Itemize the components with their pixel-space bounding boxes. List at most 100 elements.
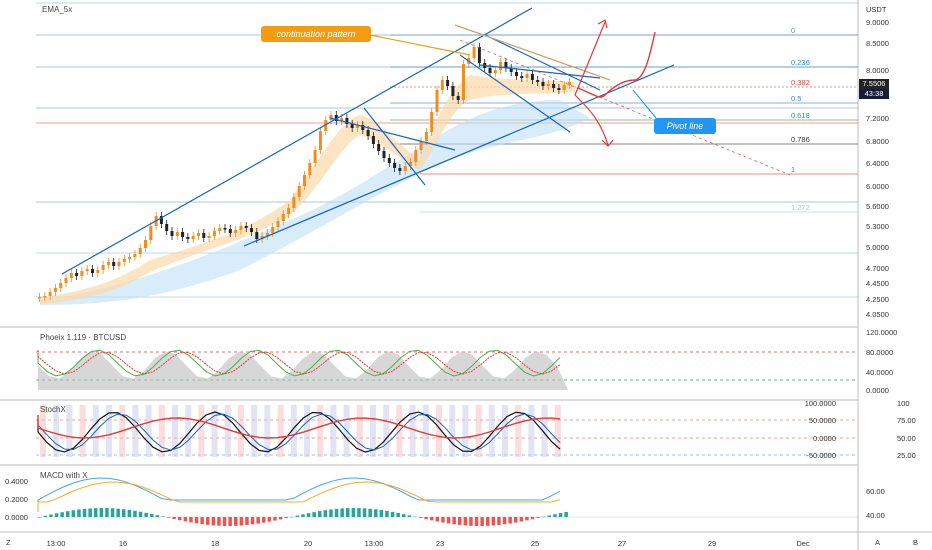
candle-body: [260, 236, 264, 239]
candle-body: [112, 262, 116, 266]
candle-body: [451, 86, 455, 96]
stoch-bg-bar: [264, 405, 271, 457]
stoch-bg-bar: [251, 405, 258, 457]
candle-body: [509, 68, 513, 72]
macd-bar: [150, 513, 154, 517]
fib-label: 0.786: [791, 135, 810, 144]
macd-bar: [329, 509, 333, 517]
candle-body: [493, 70, 497, 73]
price-tick: 5.6000: [866, 202, 889, 211]
stoch-panel: [36, 405, 858, 457]
candle-body: [69, 273, 73, 278]
pivot-line-callout: Pivot line: [654, 118, 716, 134]
candle-body: [186, 237, 190, 239]
candle-body: [138, 248, 142, 254]
price-tick: 6.4000: [866, 159, 889, 168]
candle-body: [356, 125, 359, 128]
corner-label-right[interactable]: B: [913, 538, 918, 547]
macd-bar: [463, 517, 468, 526]
candle-body: [191, 236, 195, 239]
pivot-pointer: [632, 89, 657, 119]
corner-label-left[interactable]: Z: [6, 538, 11, 547]
stoch-bg-bar: [66, 405, 73, 457]
trendline: [369, 34, 471, 56]
price-tick: 5.3000: [866, 222, 889, 231]
macd-bar: [273, 517, 277, 521]
candle-body: [106, 262, 110, 265]
stoch-tick-left: 50.0000: [809, 416, 836, 425]
candle-body: [504, 62, 508, 68]
continuation-pattern-callout: continuation pattern: [261, 26, 371, 42]
macd-bar: [267, 517, 272, 522]
macd-bar: [402, 514, 406, 517]
macd-bar: [38, 517, 42, 518]
macd-bar: [502, 517, 507, 525]
stoch-bg-bar: [330, 405, 337, 457]
candle-body: [59, 283, 63, 288]
candle-body: [546, 84, 550, 86]
macd-bar: [200, 517, 204, 525]
candle-body: [430, 112, 434, 132]
macd-bar: [54, 513, 59, 517]
macd-bar: [60, 512, 64, 517]
stoch-bg-bar: [277, 405, 284, 457]
macd-bar: [547, 515, 552, 517]
price-tick: 8.5000: [866, 39, 889, 48]
candle-body: [366, 130, 370, 136]
trendline: [329, 117, 456, 151]
macd-bar: [340, 508, 344, 517]
macd-tick-left: 0.2000: [5, 495, 28, 504]
trendline: [243, 64, 675, 247]
phoeix-tick: 0.0000: [866, 386, 889, 395]
fib-label: 0.382: [791, 78, 810, 87]
ema-label: EMA_5x: [42, 5, 72, 14]
macd-bar: [385, 510, 389, 517]
stoch-bg-bar: [554, 405, 561, 457]
phoeix-line-green: [37, 349, 561, 377]
macd-bar: [256, 517, 260, 524]
projection-curve: [577, 31, 656, 98]
candle-body: [85, 269, 89, 271]
macd-bar: [413, 516, 417, 518]
candle-body: [244, 226, 248, 228]
stoch-bg-bar: [145, 405, 152, 457]
candle-body: [228, 229, 232, 233]
stoch-bg-bar: [449, 405, 456, 457]
macd-bar: [418, 517, 423, 518]
macd-bar: [295, 515, 300, 517]
time-tick: Dec: [796, 539, 810, 548]
projection-arrows: [574, 19, 656, 147]
price-tick: 9.0000: [866, 18, 889, 27]
macd-line: [37, 477, 561, 510]
candle-body: [313, 150, 317, 163]
candle-body: [345, 118, 349, 124]
candle-body: [38, 297, 41, 299]
candle-body: [435, 90, 439, 112]
phoeix-tick: 40.0000: [866, 368, 893, 377]
candle-body: [271, 227, 275, 233]
macd-tick-left: 0.0000: [5, 513, 28, 522]
candle-body: [340, 118, 344, 121]
stoch-bg-bar: [356, 405, 363, 457]
stoch-k-line: [37, 411, 561, 453]
price-tick: 6.0000: [866, 182, 889, 191]
corner-label-mid[interactable]: A: [875, 538, 880, 547]
currency-label: USDT: [866, 5, 887, 14]
candle-body: [462, 64, 465, 100]
macd-bar: [49, 514, 53, 517]
macd-bar: [407, 515, 412, 517]
candle-body: [377, 144, 381, 151]
stoch-bg-bar: [528, 405, 535, 457]
macd-bar: [318, 511, 322, 517]
stoch-title: StochX: [40, 405, 66, 414]
candle-body: [197, 233, 200, 236]
stoch-bg-bar: [436, 405, 442, 457]
stoch-bg-bar: [198, 405, 205, 457]
time-tick: 23: [436, 539, 444, 548]
candle-body: [334, 115, 338, 121]
phoeix-tick: 80.0000: [866, 348, 893, 357]
candle-body: [387, 158, 391, 163]
stoch-bg-bar: [132, 405, 139, 457]
macd-bar: [508, 517, 512, 524]
